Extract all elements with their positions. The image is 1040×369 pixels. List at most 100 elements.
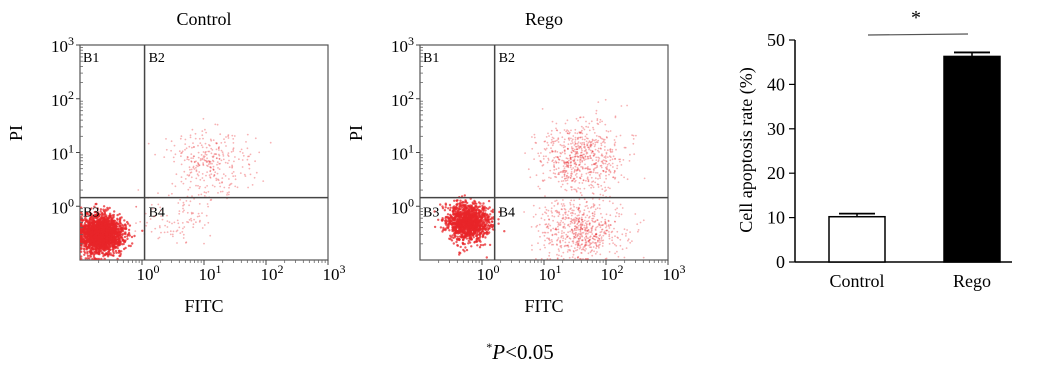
event-dot [212, 169, 215, 171]
event-dot [113, 222, 116, 225]
event-dot [585, 120, 587, 123]
event-dot [207, 221, 210, 224]
event-dot [575, 145, 578, 148]
event-dot [551, 160, 554, 163]
event-dot [461, 200, 464, 204]
event-dot [579, 170, 581, 173]
event-dot [85, 230, 88, 233]
event-dot [101, 243, 104, 247]
event-dot [582, 179, 585, 182]
quadrant-label-b2: B2 [149, 51, 165, 66]
event-dot [115, 233, 119, 236]
event-dot [94, 238, 97, 241]
event-dot [478, 246, 482, 249]
event-dot [450, 215, 454, 219]
event-dot [216, 172, 219, 175]
event-dot [102, 213, 105, 216]
event-dot [194, 132, 197, 135]
event-dot [597, 178, 599, 180]
event-dot [491, 208, 495, 211]
event-dot [563, 204, 566, 207]
event-dot [542, 155, 545, 158]
event-dot [114, 245, 118, 249]
event-dot [553, 169, 556, 171]
event-dot [152, 215, 155, 218]
event-dot [576, 132, 579, 135]
event-dot [215, 179, 218, 182]
event-dot [119, 233, 122, 236]
event-dot [600, 221, 603, 223]
event-dot [573, 144, 576, 146]
event-dot [85, 211, 89, 214]
event-dot [188, 145, 191, 148]
event-dot [616, 164, 619, 167]
event-dot [613, 243, 616, 246]
event-dot [80, 231, 83, 235]
event-dot [555, 168, 558, 171]
event-dot [477, 205, 480, 209]
event-dot [557, 167, 560, 170]
event-dot [187, 158, 190, 161]
event-dot [234, 175, 237, 177]
event-dot [545, 212, 548, 215]
event-dot [102, 253, 105, 256]
event-dot [551, 136, 554, 139]
event-dot [192, 157, 195, 160]
event-dot [570, 151, 573, 154]
event-dot [488, 218, 491, 221]
event-dot [585, 133, 588, 136]
event-dot [135, 205, 138, 208]
event-dot [584, 205, 587, 208]
event-dot [588, 140, 591, 143]
event-dot [118, 224, 121, 227]
event-dot [232, 142, 235, 144]
event-dot [122, 240, 126, 243]
event-dot [216, 161, 219, 164]
event-dot [97, 232, 100, 235]
event-dot [557, 141, 560, 143]
event-dot [180, 155, 182, 158]
event-dot [603, 181, 606, 184]
event-dot [596, 172, 599, 174]
event-dot [115, 251, 118, 254]
event-dot [100, 235, 103, 238]
event-dot [163, 231, 166, 234]
event-dot [545, 223, 548, 226]
event-dot [487, 224, 490, 227]
event-dot [482, 202, 485, 205]
event-dot [470, 212, 473, 216]
event-dot [626, 178, 629, 181]
event-dot [573, 247, 576, 250]
event-dot [124, 231, 127, 234]
event-dot [459, 201, 462, 205]
event-dot [208, 144, 211, 147]
event-dot [593, 169, 595, 172]
event-dot [564, 169, 567, 172]
event-dot [552, 140, 555, 143]
event-dot [598, 157, 601, 160]
event-dot [207, 165, 209, 168]
event-dot [608, 169, 610, 172]
event-dot [587, 180, 590, 182]
event-dot [173, 160, 176, 163]
event-dot [269, 141, 272, 144]
event-dot [234, 156, 236, 158]
event-dot [103, 235, 107, 239]
event-dot [124, 224, 128, 228]
event-dot [209, 170, 212, 173]
event-dot [535, 258, 537, 260]
event-dot [94, 257, 97, 261]
event-dot [222, 155, 225, 157]
event-dot [587, 146, 589, 149]
event-dot [548, 237, 550, 240]
event-dot [219, 185, 222, 188]
event-dot [552, 142, 555, 145]
event-dot [165, 138, 167, 140]
event-dot [557, 180, 560, 183]
event-dot [208, 160, 211, 163]
event-dot [89, 212, 93, 216]
event-dot [206, 164, 208, 167]
event-dot [488, 231, 491, 234]
event-dot [456, 202, 459, 205]
